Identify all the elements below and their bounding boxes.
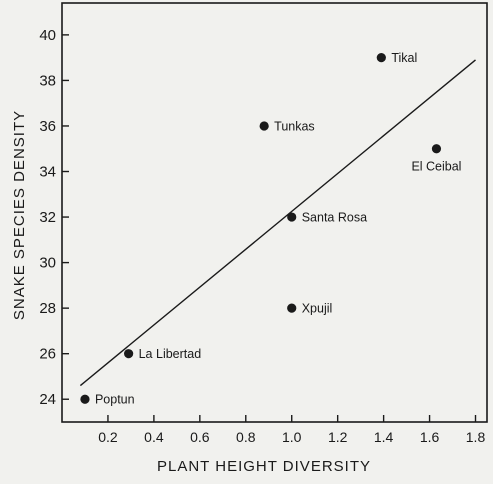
y-tick-label: 36	[39, 118, 56, 135]
x-tick-label: 0.6	[190, 429, 210, 445]
x-tick-label: 0.8	[236, 429, 256, 445]
y-tick-label: 34	[39, 164, 56, 181]
x-tick-label: 1.0	[282, 429, 302, 445]
point-label: Xpujil	[302, 302, 333, 316]
x-tick-label: 0.4	[144, 429, 164, 445]
point-label: La Libertad	[139, 347, 202, 361]
plot-frame	[61, 2, 488, 423]
data-point	[376, 53, 386, 63]
y-tick-label: 32	[39, 209, 56, 226]
regression-line-group	[79, 59, 476, 387]
data-point	[80, 394, 90, 404]
y-axis-label: SNAKE SPECIES DENSITY	[11, 110, 28, 320]
x-axis-label: PLANT HEIGHT DIVERSITY	[157, 458, 371, 475]
point-label: El Ceibal	[411, 160, 461, 174]
data-point	[431, 144, 442, 154]
x-tick-label: 1.8	[466, 429, 486, 445]
y-tick-label: 26	[39, 346, 56, 363]
x-tick-label: 1.2	[328, 429, 348, 445]
data-point	[124, 349, 134, 359]
y-tick-label: 30	[39, 255, 56, 272]
x-axis: 0.2 0.4 0.6 0.8 1.0 1.2 1.4 1.6 1.8	[98, 415, 485, 445]
y-tick-label: 38	[39, 72, 56, 89]
x-tick-label: 1.6	[420, 429, 440, 445]
y-tick-label: 40	[39, 27, 56, 44]
y-axis: 24 26 28 30 32 34 36 38 40	[39, 27, 69, 408]
point-label: Poptun	[95, 393, 135, 407]
regression-line	[79, 59, 476, 387]
point-label: Santa Rosa	[302, 211, 367, 225]
data-point	[287, 212, 297, 222]
x-tick-label: 1.4	[374, 429, 394, 445]
x-tick-label: 0.2	[98, 429, 118, 445]
y-tick-label: 24	[39, 391, 56, 408]
y-tick-label: 28	[39, 300, 56, 317]
data-point	[287, 303, 297, 313]
data-point	[259, 121, 269, 131]
point-label: Tikal	[391, 51, 417, 65]
point-label: Tunkas	[274, 119, 315, 133]
data-points: Poptun La Libertad Tunkas Santa Rosa Xpujil T…	[80, 51, 461, 407]
